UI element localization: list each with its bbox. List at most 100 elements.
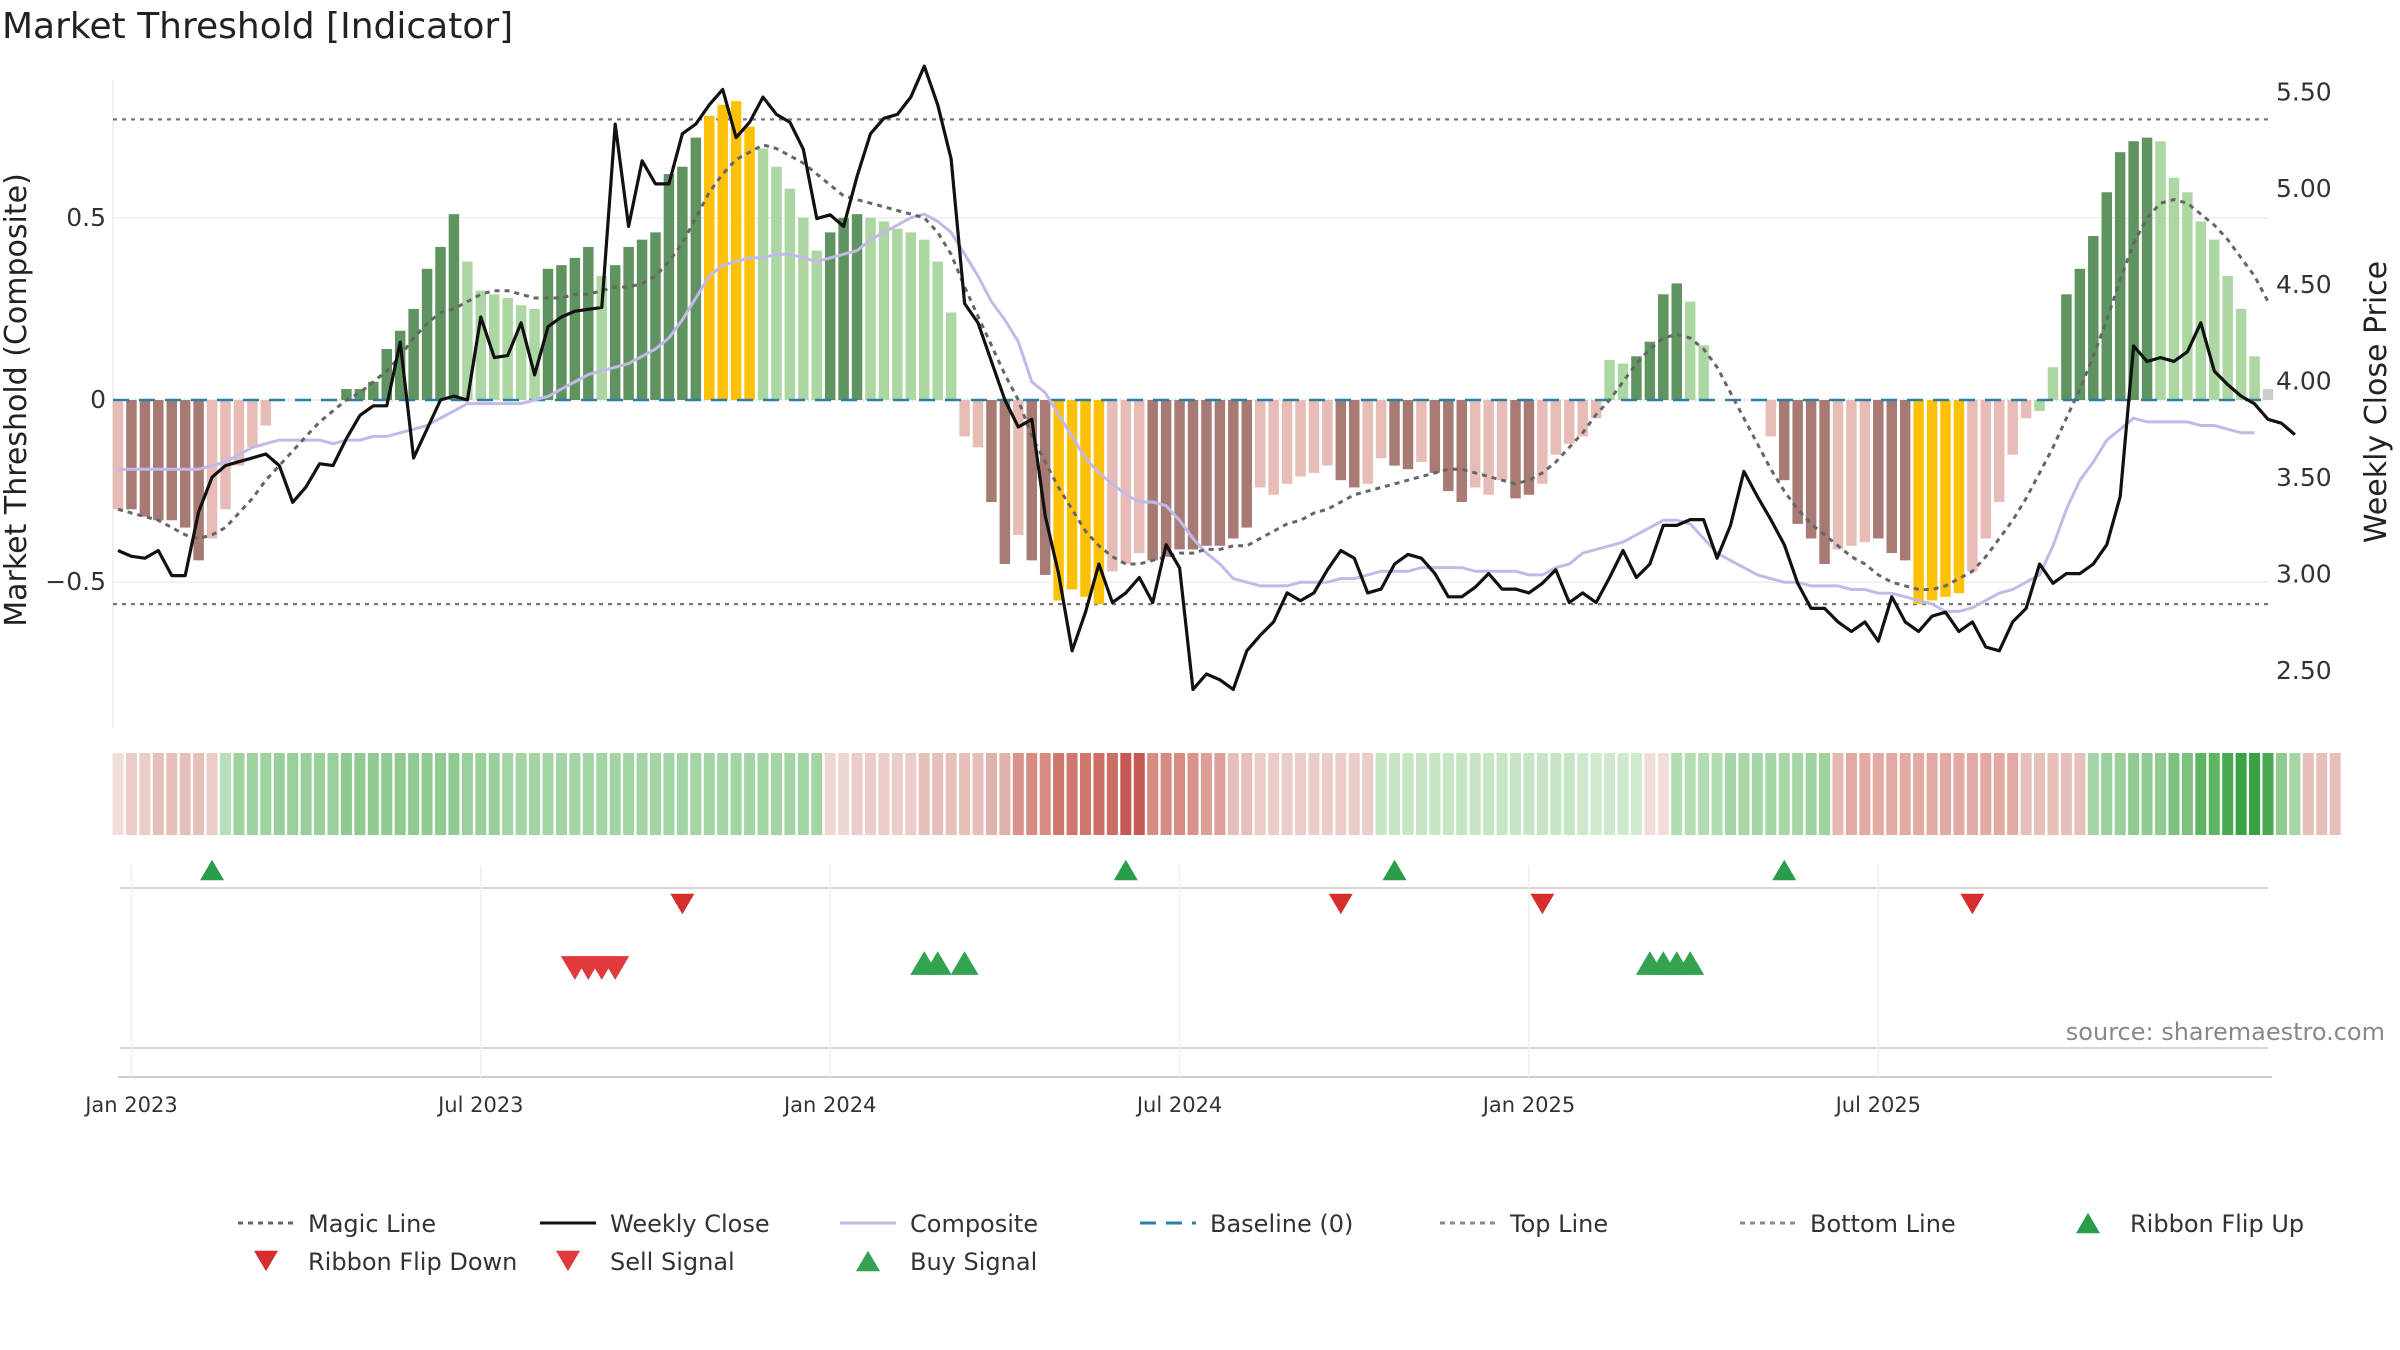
composite-bar [1053,400,1064,601]
ribbon-cell [2275,753,2287,835]
ribbon-cell [2060,753,2072,835]
ribbon-cell [596,753,608,835]
ribbon-cell [1751,753,1763,835]
composite-bar [2141,137,2153,400]
composite-bar [489,294,500,400]
ribbon-cell [1039,753,1051,835]
ribbon-flip-up-marker [1113,859,1138,881]
composite-bar [2262,389,2274,400]
ribbon-cell [1805,753,1817,835]
ribbon-cell [2007,753,2019,835]
ribbon-flip-up-marker [1382,859,1407,881]
composite-bar [220,400,231,510]
ribbon-cell [421,753,433,835]
ribbon-cell [166,753,178,835]
ribbon-cell [112,753,124,835]
composite-bar [1228,400,1239,539]
ribbon-cell [918,753,930,835]
ribbon-cell [1402,753,1414,835]
ribbon-cell [555,753,567,835]
ribbon-cell [2249,753,2261,835]
ribbon-cell [945,753,957,835]
ribbon-cell [1362,753,1374,835]
composite-bar [233,400,245,466]
composite-bar [1684,301,1696,400]
ribbon-cell [2020,753,2032,835]
legend-item: Ribbon Flip Up [2076,1210,2304,1238]
ribbon-cell [1550,753,1562,835]
composite-bar [1389,400,1400,466]
y2-tick-label: 4.00 [2276,367,2332,396]
ribbon-cell [1066,753,1078,835]
composite-bar [986,400,997,503]
ribbon-cell [838,753,850,835]
composite-bar [1805,400,1817,539]
ribbon-cell [770,753,782,835]
composite-bar [1859,400,1871,543]
series-lines [113,64,2296,691]
ribbon-cell [1308,753,1320,835]
composite-bar [1792,400,1803,524]
composite-bar [2222,276,2233,400]
composite-bar [421,268,433,400]
legend-item: Magic Line [238,1210,436,1238]
ribbon-cell [1281,753,1293,835]
composite-bar [905,232,917,400]
composite-bar [1429,400,1441,473]
sell-signal-marker [601,956,630,980]
composite-bar [1631,356,1642,400]
ribbon-cell [1456,753,1468,835]
composite-bar [1134,400,1145,554]
composite-bar [583,246,594,400]
composite-bar [1886,400,1897,554]
ribbon-cell [1214,753,1226,835]
ribbon-cell [1523,753,1535,835]
composite-bar [1617,363,1629,400]
composite-bar [2007,400,2018,455]
legend-label: Ribbon Flip Down [308,1248,517,1276]
composite-bar [1254,400,1266,488]
composite-bar [1671,283,1682,400]
composite-bar [1013,400,1024,535]
composite-bar [368,381,379,400]
legend-swatch-triangle-down [556,1250,580,1272]
ribbon-cell [1321,753,1333,835]
legend-item: Ribbon Flip Down [254,1248,517,1276]
ribbon-cell [1886,753,1898,835]
ribbon-cell [2222,753,2234,835]
composite-bar [2195,221,2207,400]
legend-label: Baseline (0) [1210,1210,1353,1238]
composite-bar [1994,400,2005,503]
composite-bar [394,330,406,400]
composite-bar [1483,400,1494,495]
ribbon-cell [891,753,903,835]
ribbon-cell [811,753,823,835]
composite-bar [1335,400,1347,481]
composite-bar [1080,400,1091,597]
composite-bar [690,137,702,400]
source-note: source: sharemaestro.com [2066,1018,2385,1046]
composite-bar [2128,141,2139,400]
ribbon-cell [1469,753,1481,835]
ribbon-cell [475,753,487,835]
composite-bar [1832,400,1844,550]
composite-bar [1765,400,1777,437]
legend-label: Top Line [1509,1210,1608,1238]
composite-bar [2061,294,2072,400]
composite-bar [475,290,487,400]
ribbon-cell [2168,753,2180,835]
ribbon-cell [864,753,877,835]
composite-bar [1160,400,1172,557]
composite-bar [784,188,796,400]
legend-label: Buy Signal [910,1248,1037,1276]
ribbon-cell [905,753,917,835]
ribbon-cell [1496,753,1508,835]
composite-bar [609,265,621,400]
ribbon-cell [1509,753,1522,835]
ribbon-cell [676,753,688,835]
composite-bar [771,166,782,400]
ribbon-cell [1577,753,1589,835]
ribbon-cell [1133,753,1145,835]
ribbon-cell [784,753,796,835]
ribbon-cell [1012,753,1024,835]
